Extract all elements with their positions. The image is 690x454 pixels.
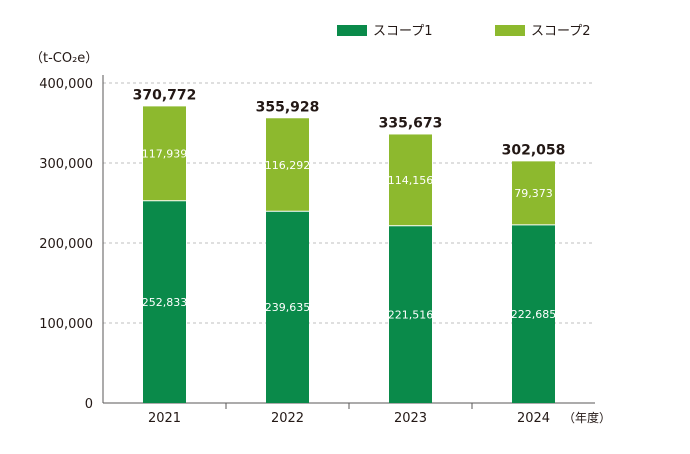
legend-label-scope2: スコープ2 xyxy=(531,24,591,39)
x-tick-label: 2021 xyxy=(148,411,181,426)
bar-segment-scope2 xyxy=(143,106,186,201)
segment-value-label: 222,685 xyxy=(511,308,557,321)
y-tick-label: 300,000 xyxy=(39,157,93,172)
legend-label-scope1: スコープ1 xyxy=(373,24,433,39)
segment-value-label: 252,833 xyxy=(142,296,188,309)
x-tick-label: 2024 xyxy=(517,411,550,426)
bar-segment-scope2 xyxy=(389,134,432,226)
bar-segment-scope2 xyxy=(266,118,309,212)
segment-value-label: 221,516 xyxy=(388,308,434,321)
total-value-label: 370,772 xyxy=(133,87,197,103)
legend-swatch-scope1 xyxy=(337,25,367,36)
segment-value-label: 114,156 xyxy=(388,174,434,187)
y-tick-label: 200,000 xyxy=(39,237,93,252)
x-unit-label: （年度） xyxy=(563,410,611,425)
total-value-label: 335,673 xyxy=(379,115,443,131)
total-value-label: 355,928 xyxy=(256,99,320,115)
y-tick-label: 100,000 xyxy=(39,317,93,332)
total-value-label: 302,058 xyxy=(502,142,566,158)
y-tick-label: 0 xyxy=(85,397,93,412)
bar-segment-scope1 xyxy=(512,224,555,403)
y-tick-label: 400,000 xyxy=(39,77,93,92)
segment-value-label: 79,373 xyxy=(514,187,553,200)
bar-segment-scope2 xyxy=(512,161,555,225)
segment-value-label: 239,635 xyxy=(265,301,311,314)
bar-segment-scope1 xyxy=(143,200,186,403)
x-tick-label: 2022 xyxy=(271,411,304,426)
legend-swatch-scope2 xyxy=(495,25,525,36)
bar-segment-scope1 xyxy=(389,225,432,403)
bar-segment-scope1 xyxy=(266,211,309,403)
x-tick-label: 2023 xyxy=(394,411,427,426)
y-unit-label: （t-CO₂e） xyxy=(30,51,98,66)
segment-value-label: 116,292 xyxy=(265,159,311,172)
segment-value-label: 117,939 xyxy=(142,148,188,161)
